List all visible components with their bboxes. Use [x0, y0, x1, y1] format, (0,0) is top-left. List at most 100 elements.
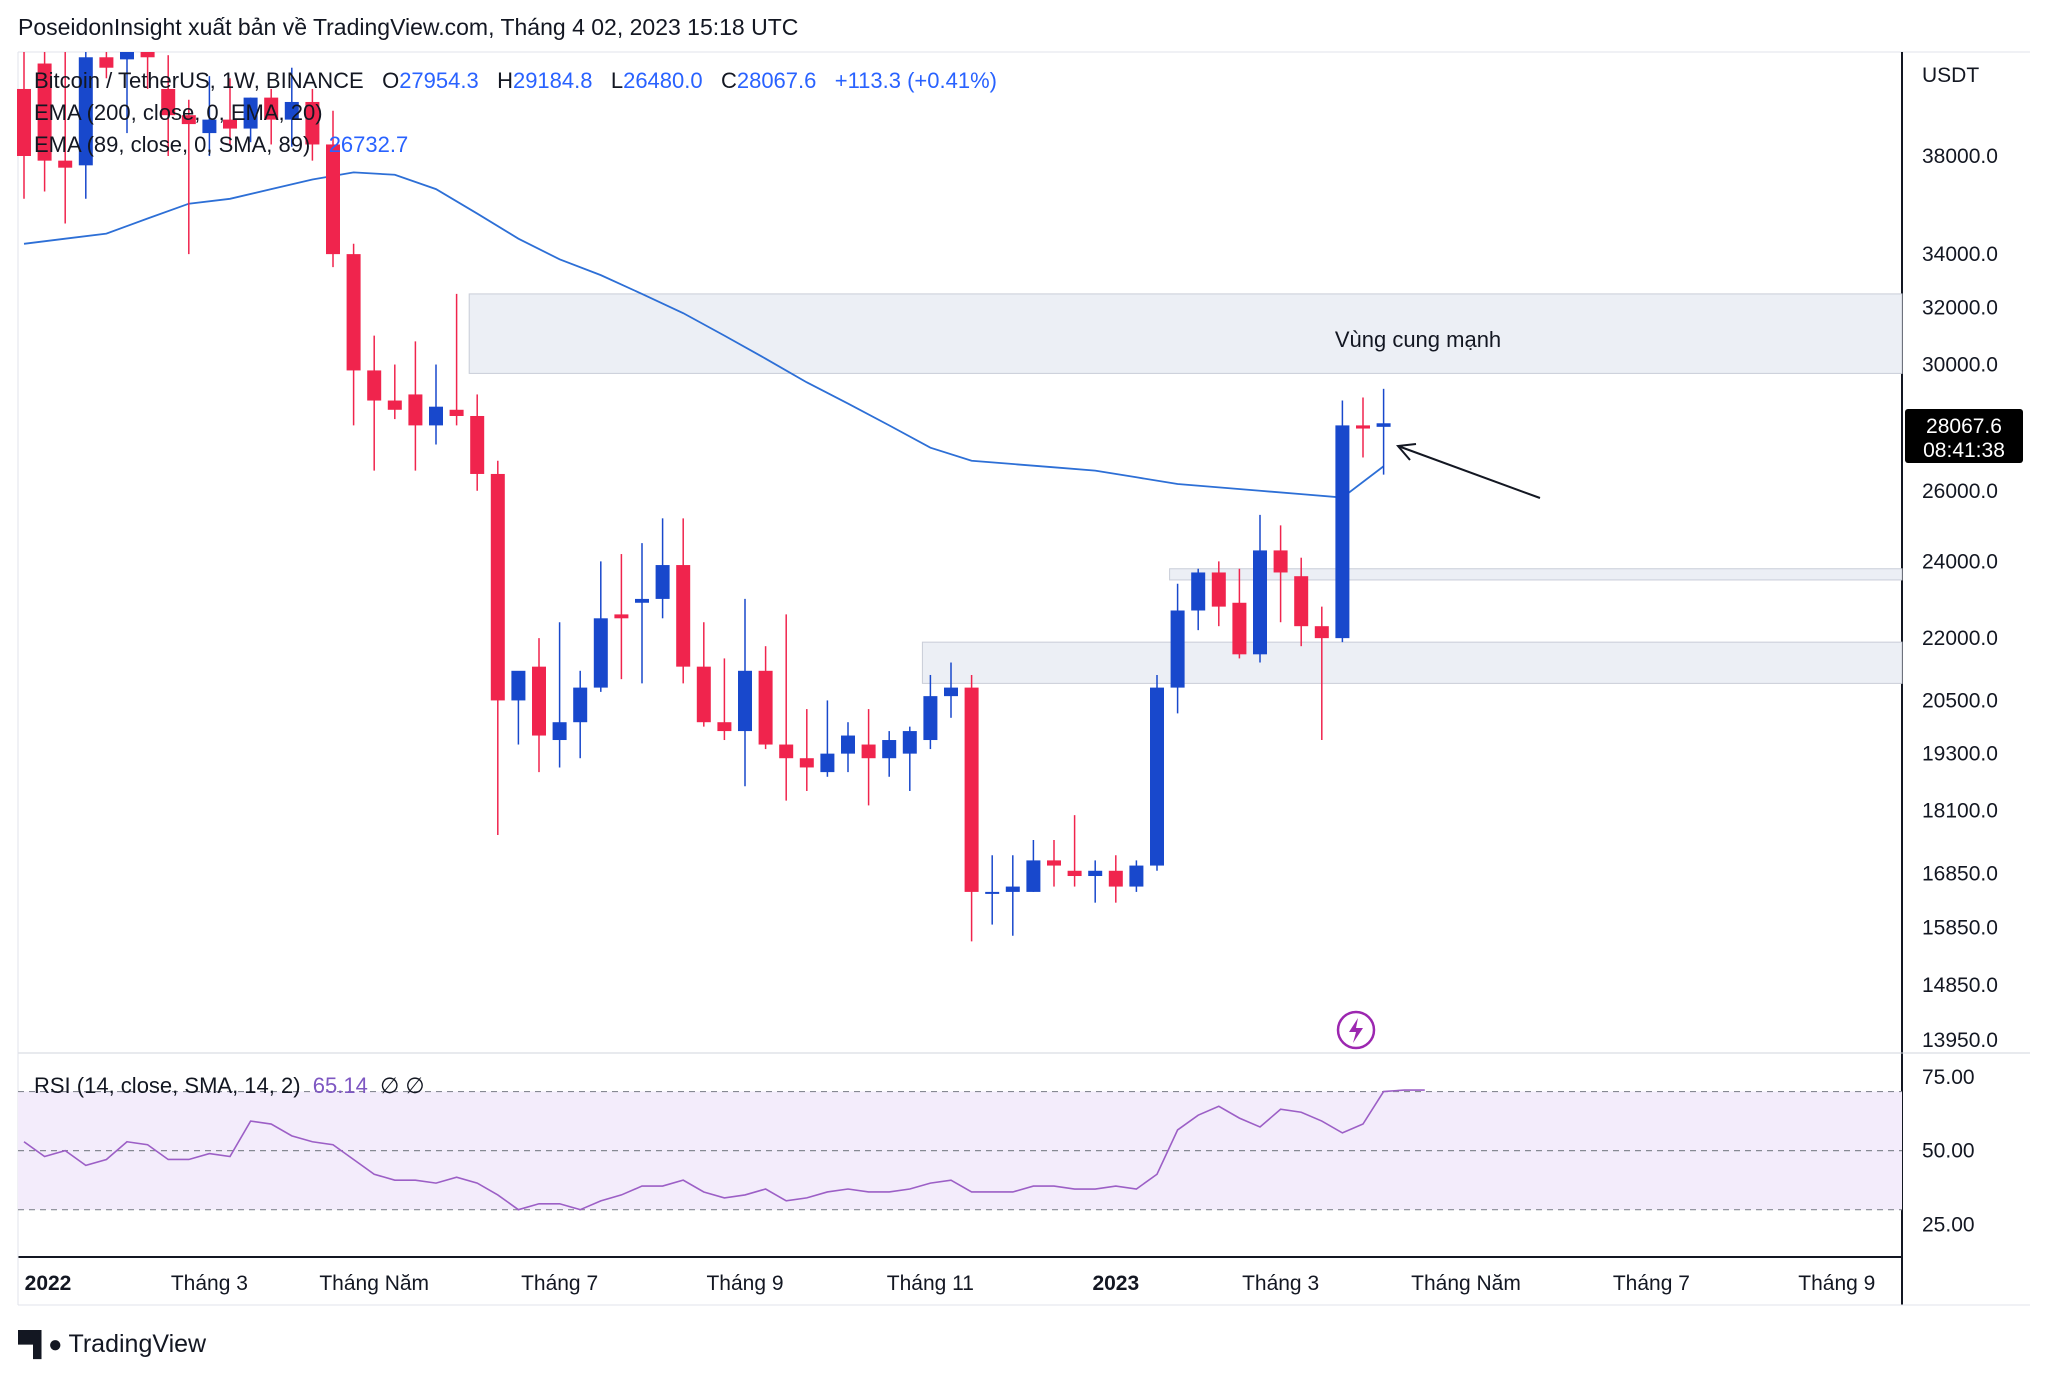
- candle-47: [985, 855, 1000, 925]
- time-label: Tháng Năm: [1411, 1272, 1521, 1295]
- candle-5: [120, 52, 134, 134]
- zone-rect-2[interactable]: [921, 641, 1903, 684]
- candle-body: [326, 144, 340, 255]
- ema89-legend[interactable]: EMA (89, close, 0, SMA, 89) 26732.7: [34, 132, 408, 158]
- rsi-pane: [18, 1089, 1902, 1211]
- candle-body: [1253, 550, 1267, 655]
- candle-body: [923, 696, 938, 741]
- candle-body: [264, 97, 279, 120]
- symbol-legend[interactable]: Bitcoin / TetherUS, 1W, BINANCE O27954.3…: [34, 68, 997, 94]
- candle-body: [799, 758, 814, 768]
- price-tick-label: 30000.0: [1922, 354, 1998, 377]
- last-price-value: 28067.6: [1926, 415, 2002, 438]
- candle-11: [243, 97, 258, 143]
- time-axis[interactable]: 2022 Tháng 3 Tháng Năm Tháng 7 Tháng 9 Tháng …: [25, 1272, 1876, 1295]
- candle-31: [655, 518, 670, 619]
- candle-63: [1314, 606, 1329, 741]
- candle-body: [655, 565, 670, 599]
- candle-61: [1273, 525, 1288, 623]
- time-label: Tháng 9: [706, 1272, 783, 1295]
- candle-40: [841, 722, 855, 773]
- candle-54: [1129, 860, 1144, 892]
- candle-body: [1314, 626, 1329, 639]
- candle-13: [284, 67, 299, 147]
- tradingview-mark-icon: ▀▌●: [18, 1330, 62, 1358]
- candle-38: [799, 709, 814, 791]
- candle-body: [1376, 423, 1391, 427]
- price-tick-label: 14850.0: [1922, 974, 1998, 997]
- candle-body: [614, 614, 629, 619]
- candle-body: [944, 687, 958, 697]
- time-label: Tháng 11: [887, 1272, 974, 1295]
- candle-18: [387, 364, 402, 420]
- candle-body: [1356, 425, 1370, 429]
- candle-body: [78, 57, 93, 166]
- candle-43: [902, 726, 917, 791]
- candle-body: [532, 666, 546, 736]
- ema89-label: EMA (89, close, 0, SMA, 89): [34, 132, 311, 157]
- candle-body: [841, 735, 855, 754]
- price-tick-label: 24000.0: [1922, 550, 1998, 573]
- price-tick-label: 38000.0: [1922, 145, 1998, 168]
- candle-body: [511, 670, 526, 701]
- price-tick-label: 20500.0: [1922, 689, 1998, 712]
- ema-layer: [23, 171, 1385, 499]
- rsi-legend[interactable]: RSI (14, close, SMA, 14, 2) 65.14 ∅ ∅: [34, 1073, 425, 1099]
- candle-39: [820, 700, 835, 777]
- close-value: 28067.6: [736, 68, 817, 93]
- price-axis[interactable]: 38000.0 34000.0 32000.0 30000.0 26000.0 24000…: [1922, 145, 1998, 1052]
- rsi-value: 65.14: [312, 1073, 368, 1098]
- candle-56: [1170, 583, 1185, 714]
- time-label: Tháng Năm: [319, 1272, 429, 1295]
- candle-body: [470, 415, 485, 474]
- candle-66: [1376, 388, 1391, 475]
- publisher-header: PoseidonInsight xuất bản về TradingView.…: [18, 14, 799, 40]
- symbol-name[interactable]: Bitcoin / TetherUS, 1W, BINANCE: [34, 68, 364, 93]
- tradingview-logo[interactable]: ▀▌● TradingView: [18, 1330, 206, 1359]
- candle-62: [1294, 557, 1309, 647]
- lightning-icon[interactable]: [1336, 1010, 1376, 1050]
- candle-body: [1108, 870, 1123, 887]
- candle-17: [367, 335, 382, 471]
- high-label: H: [497, 68, 513, 93]
- candle-body: [882, 740, 897, 759]
- price-tick-label: 13950.0: [1922, 1029, 1998, 1052]
- time-label: Tháng 7: [521, 1272, 598, 1295]
- candle-body: [676, 565, 691, 667]
- rsi-axis: 75.00 50.00 25.00: [1922, 1066, 1975, 1237]
- candle-body: [120, 52, 134, 60]
- candle-41: [861, 709, 876, 806]
- candle-body: [738, 670, 752, 732]
- high-value: 29184.8: [512, 68, 593, 93]
- candle-34: [717, 658, 732, 741]
- candle-body: [17, 88, 31, 156]
- candle-10: [223, 78, 237, 145]
- candle-8: [181, 99, 196, 255]
- candle-body: [429, 406, 443, 426]
- candle-51: [1067, 815, 1082, 887]
- ema200-legend[interactable]: EMA (200, close, 0, EMA, 20): [34, 100, 323, 126]
- candles-layer: [17, 52, 1391, 942]
- candle-49: [1026, 839, 1041, 892]
- candle-body: [1067, 870, 1082, 877]
- candle-59: [1232, 568, 1247, 659]
- candle-body: [223, 119, 237, 129]
- candle-37: [779, 614, 794, 801]
- candle-6: [140, 52, 155, 89]
- candle-65: [1356, 397, 1370, 458]
- candle-30: [635, 543, 649, 684]
- candle-body: [1335, 425, 1350, 639]
- candle-body: [820, 753, 835, 773]
- candle-60: [1253, 514, 1267, 663]
- zone-rect-1[interactable]: [1169, 568, 1903, 581]
- arrow-annotation[interactable]: [1396, 443, 1541, 499]
- currency-label: USDT: [1922, 64, 1979, 87]
- last-price-badge: 28067.6 08:41:38: [1905, 409, 2023, 463]
- candle-body: [1191, 572, 1206, 611]
- candle-body: [861, 744, 876, 759]
- bar-countdown: 08:41:38: [1923, 439, 2005, 462]
- candle-body: [573, 687, 588, 723]
- brand-name: TradingView: [68, 1330, 207, 1358]
- zone-rect-0[interactable]: [468, 293, 1903, 374]
